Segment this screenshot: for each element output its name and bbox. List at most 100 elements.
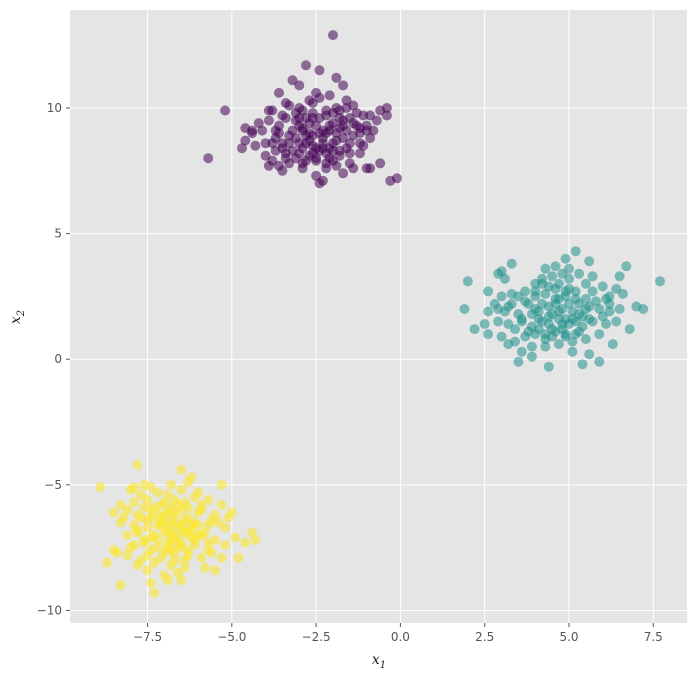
scatter-point-cluster-1 — [290, 133, 301, 144]
scatter-point-cluster-3 — [162, 507, 173, 518]
scatter-point-cluster-1 — [324, 90, 335, 101]
scatter-point-cluster-3 — [169, 555, 180, 566]
scatter-point-cluster-2 — [567, 336, 578, 347]
scatter-point-cluster-2 — [462, 276, 473, 287]
scatter-point-cluster-2 — [533, 324, 544, 335]
scatter-point-cluster-1 — [338, 120, 349, 131]
scatter-point-cluster-3 — [145, 577, 156, 588]
x-tick-label: −7.5 — [133, 630, 162, 644]
scatter-point-cluster-3 — [179, 555, 190, 566]
scatter-point-cluster-3 — [129, 482, 140, 493]
scatter-point-cluster-3 — [250, 535, 261, 546]
scatter-point-cluster-2 — [496, 291, 507, 302]
scatter-point-cluster-3 — [108, 507, 119, 518]
scatter-point-cluster-3 — [139, 502, 150, 513]
scatter-point-cluster-3 — [193, 520, 204, 530]
scatter-point-cluster-1 — [274, 87, 284, 98]
y-axis-label-subscript: 2 — [16, 310, 27, 317]
scatter-point-cluster-3 — [145, 512, 156, 523]
scatter-point-cluster-2 — [543, 361, 554, 372]
scatter-point-cluster-2 — [543, 311, 554, 322]
scatter-point-cluster-3 — [223, 512, 234, 523]
scatter-point-cluster-3 — [122, 504, 133, 515]
y-axis-label-main: x — [8, 316, 24, 324]
scatter-point-cluster-3 — [186, 532, 197, 543]
scatter-point-cluster-3 — [102, 557, 113, 568]
scatter-point-cluster-3 — [122, 530, 133, 541]
scatter-point-cluster-1 — [314, 92, 325, 103]
scatter-point-cluster-2 — [540, 341, 551, 352]
scatter-point-cluster-1 — [371, 115, 382, 126]
scatter-point-cluster-1 — [307, 113, 318, 123]
scatter-point-cluster-2 — [560, 253, 571, 264]
scatter-point-cluster-3 — [149, 557, 160, 568]
scatter-point-cluster-3 — [240, 537, 251, 548]
scatter-point-cluster-1 — [355, 123, 365, 134]
scatter-point-cluster-3 — [183, 545, 193, 556]
scatter-point-cluster-3 — [183, 477, 193, 488]
x-tick-label: −5.0 — [217, 630, 246, 644]
scatter-point-cluster-1 — [314, 65, 325, 76]
scatter-point-cluster-3 — [247, 527, 258, 538]
scatter-point-cluster-3 — [220, 540, 231, 551]
scatter-point-cluster-3 — [176, 520, 187, 530]
data-points — [95, 30, 665, 598]
y-tick-label: 0 — [54, 352, 62, 366]
scatter-point-cluster-1 — [263, 160, 274, 171]
scatter-point-cluster-2 — [530, 304, 541, 314]
scatter-point-cluster-1 — [361, 163, 372, 174]
scatter-point-cluster-2 — [567, 306, 578, 317]
x-axis-label: x1 — [372, 652, 386, 671]
y-axis-label: x2 — [8, 310, 27, 324]
scatter-point-cluster-3 — [122, 550, 133, 561]
scatter-point-cluster-3 — [142, 494, 153, 505]
scatter-point-cluster-2 — [523, 326, 534, 337]
scatter-point-cluster-2 — [594, 304, 605, 314]
scatter-point-cluster-2 — [584, 256, 595, 267]
scatter-point-cluster-3 — [149, 502, 160, 513]
scatter-point-cluster-1 — [287, 75, 298, 86]
scatter-point-cluster-3 — [166, 545, 177, 556]
scatter-point-cluster-2 — [459, 304, 470, 314]
y-tick-label: −10 — [37, 603, 62, 617]
scatter-point-cluster-2 — [537, 278, 547, 289]
scatter-point-cluster-2 — [526, 341, 537, 352]
scatter-point-cluster-1 — [314, 128, 325, 139]
scatter-point-cluster-3 — [115, 580, 126, 591]
scatter-point-cluster-2 — [570, 286, 581, 297]
scatter-point-cluster-1 — [324, 120, 335, 131]
scatter-point-cluster-1 — [311, 153, 322, 164]
scatter-point-cluster-1 — [328, 138, 338, 149]
scatter-point-cluster-1 — [338, 80, 349, 91]
scatter-point-cluster-1 — [263, 115, 274, 126]
scatter-point-cluster-3 — [135, 512, 146, 523]
scatter-point-cluster-2 — [547, 271, 558, 282]
scatter-point-cluster-1 — [280, 153, 291, 164]
scatter-point-cluster-1 — [277, 165, 288, 176]
scatter-point-cluster-2 — [574, 326, 585, 337]
x-tick-label: 7.5 — [644, 630, 663, 644]
scatter-point-cluster-3 — [129, 540, 140, 551]
scatter-point-cluster-1 — [338, 168, 349, 179]
scatter-point-cluster-3 — [149, 587, 160, 598]
scatter-point-cluster-3 — [132, 459, 143, 470]
scatter-point-cluster-3 — [132, 525, 143, 535]
scatter-point-cluster-1 — [247, 125, 258, 136]
scatter-point-cluster-1 — [304, 95, 315, 106]
scatter-point-cluster-1 — [240, 135, 251, 146]
scatter-point-cluster-1 — [328, 30, 338, 41]
scatter-point-cluster-2 — [570, 316, 581, 327]
scatter-point-cluster-1 — [277, 138, 288, 149]
scatter-point-cluster-2 — [577, 359, 588, 370]
scatter-point-cluster-2 — [638, 304, 649, 314]
scatter-point-cluster-1 — [331, 160, 342, 171]
scatter-point-cluster-2 — [483, 329, 494, 340]
scatter-point-cluster-1 — [267, 138, 278, 149]
scatter-point-cluster-2 — [493, 316, 504, 327]
scatter-point-cluster-2 — [560, 329, 571, 340]
x-tick-label: 5.0 — [559, 630, 578, 644]
scatter-point-cluster-2 — [621, 261, 632, 272]
scatter-point-cluster-2 — [591, 296, 601, 307]
scatter-point-cluster-2 — [601, 319, 612, 329]
